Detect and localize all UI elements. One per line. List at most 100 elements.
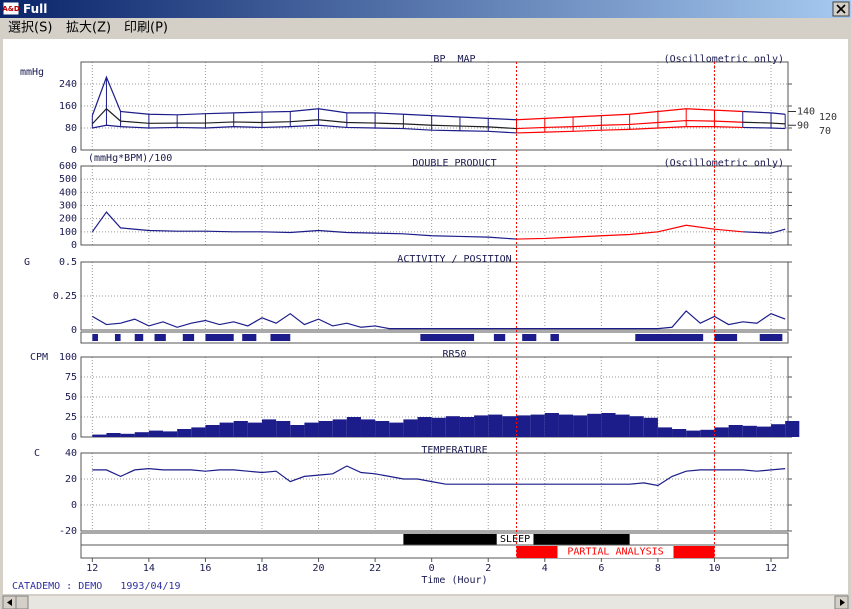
data-line	[516, 224, 743, 240]
bar	[233, 421, 248, 437]
bar	[601, 413, 616, 437]
position-segment	[114, 334, 121, 341]
panel-title: DOUBLE PRODUCT	[412, 158, 496, 169]
unit-label: (mmHg*BPM)/100	[88, 153, 172, 164]
panel-frame	[80, 61, 789, 151]
data-line	[516, 108, 743, 121]
position-segment	[420, 334, 475, 341]
y-tick-label: 20	[65, 474, 77, 485]
y-tick-label: 0	[71, 432, 77, 443]
bar	[205, 425, 220, 437]
bar	[530, 414, 545, 437]
data-line	[91, 75, 517, 121]
y-tick-label: -20	[59, 526, 77, 537]
x-tick-label: 14	[143, 563, 155, 574]
panel-title: ACTIVITY / POSITION	[397, 254, 511, 265]
scrollbar[interactable]	[3, 596, 848, 609]
data-line	[92, 465, 786, 487]
y-tick-label: 0	[71, 145, 77, 156]
position-segment	[759, 334, 783, 341]
chart-area	[3, 39, 848, 594]
x-tick-label: 6	[598, 563, 604, 574]
title-bar	[0, 0, 851, 18]
scroll-thumb[interactable]	[15, 595, 29, 609]
menu-item[interactable]: 拡大(Z)	[66, 21, 111, 36]
y-tick-label: 25	[65, 412, 77, 423]
position-segment	[182, 334, 195, 341]
data-line	[742, 110, 786, 115]
panel-frame	[80, 452, 789, 532]
y-tick-label: 100	[59, 352, 77, 363]
bar	[148, 430, 164, 437]
position-segment	[205, 334, 234, 341]
x-tick-label: 12	[765, 563, 777, 574]
bar	[672, 429, 687, 437]
partial-band	[80, 544, 789, 559]
bar	[587, 413, 602, 437]
bar	[488, 414, 503, 437]
bar	[785, 421, 800, 437]
y-tick-label: 0	[71, 500, 77, 511]
bar	[219, 422, 234, 437]
limit-label: 140	[797, 107, 815, 118]
bar	[134, 432, 149, 437]
sleep-segment	[403, 534, 497, 545]
position-segment	[270, 334, 291, 341]
y-tick-label: 40	[65, 448, 77, 459]
y-tick-label: 600	[59, 161, 77, 172]
data-line	[742, 121, 786, 125]
bar	[459, 417, 475, 437]
limit-label: 120	[819, 112, 837, 123]
position-segment	[493, 334, 506, 341]
panel-frame	[80, 165, 789, 246]
bar	[304, 422, 319, 437]
position-band	[80, 331, 789, 344]
bar	[516, 415, 531, 437]
bar	[445, 416, 460, 437]
bar	[106, 433, 121, 437]
bar	[629, 416, 644, 437]
status-text: CATADEMO : DEMO 1993/04/19	[12, 581, 181, 592]
bar	[756, 426, 772, 437]
bar	[360, 419, 376, 437]
y-tick-label: 0	[71, 325, 77, 336]
bar	[163, 431, 178, 437]
position-segment	[714, 334, 738, 341]
bar	[714, 427, 729, 437]
bar	[728, 425, 743, 437]
bar	[417, 417, 432, 437]
bar	[686, 430, 701, 437]
close-icon[interactable]	[836, 4, 846, 14]
y-tick-label: 300	[59, 201, 77, 212]
bar	[742, 425, 757, 437]
data-line	[91, 211, 517, 240]
panel-title: BP MAP	[433, 54, 475, 65]
data-line	[92, 310, 786, 330]
bar	[389, 422, 404, 437]
bar	[657, 427, 673, 437]
partial-label-bg	[557, 546, 674, 558]
unit-label: mmHg	[20, 67, 44, 78]
data-line	[92, 124, 517, 134]
data-line	[516, 119, 743, 130]
scroll-left-arrow[interactable]	[7, 599, 12, 606]
bar	[573, 415, 588, 437]
y-tick-label: 100	[59, 227, 77, 238]
menu-item[interactable]: 選択(S)	[8, 21, 52, 36]
bar	[544, 413, 559, 437]
bar	[247, 422, 262, 437]
bar	[332, 419, 347, 437]
position-segment	[134, 334, 144, 341]
scroll-right-arrow[interactable]	[840, 599, 845, 606]
y-tick-label: 0.5	[59, 257, 77, 268]
data-line	[742, 228, 786, 234]
unit-label: CPM	[30, 352, 48, 363]
x-tick-label: 12	[86, 563, 98, 574]
bar	[431, 417, 446, 437]
x-tick-label: 8	[655, 563, 661, 574]
menu-item[interactable]: 印刷(P)	[124, 21, 168, 36]
limit-label: 90	[797, 120, 809, 131]
close-button[interactable]	[832, 1, 850, 17]
